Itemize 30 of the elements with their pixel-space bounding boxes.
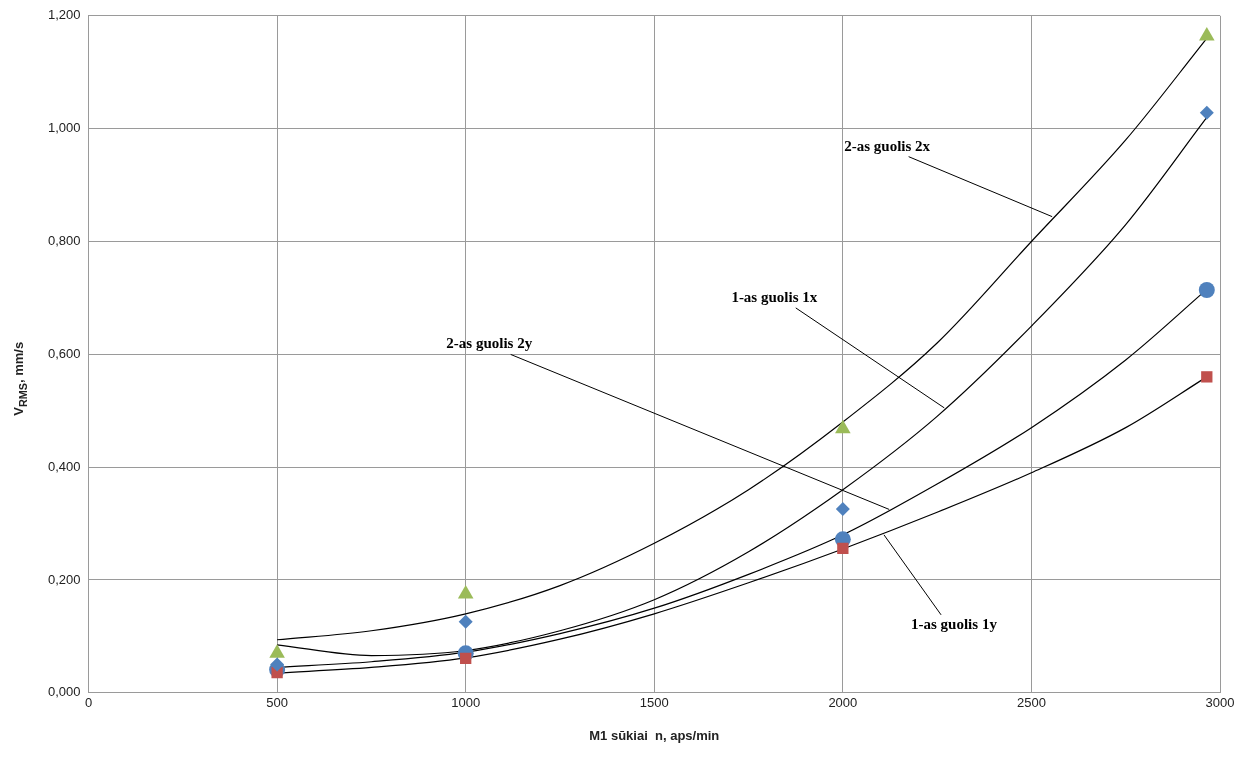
- y-tick-label: 0,800: [47, 233, 81, 249]
- y-tick-label: 0,200: [47, 571, 81, 587]
- x-axis-title: M1 sūkiai n, aps/min: [589, 727, 720, 743]
- annotation: 1-as guolis 1y: [911, 615, 998, 632]
- annotation: 2-as guolis 2y: [446, 335, 533, 352]
- point: [457, 585, 474, 599]
- point: [835, 501, 850, 516]
- annotation: 1-as guolis 1x: [731, 288, 818, 305]
- x-tick-label: 500: [266, 695, 288, 711]
- point: [1201, 371, 1213, 383]
- point: [1198, 281, 1215, 298]
- point: [270, 657, 285, 672]
- x-tick-label: 2000: [828, 695, 858, 711]
- point: [1199, 105, 1214, 120]
- y-tick-label: 0,400: [47, 458, 81, 474]
- y-tick-label: 1,000: [47, 120, 81, 136]
- y-tick-label: 0,000: [47, 684, 81, 700]
- annotation: 2-as guolis 2x: [844, 137, 931, 154]
- x-tick-label: 2500: [1016, 695, 1046, 711]
- point: [837, 542, 849, 555]
- point: [1199, 27, 1215, 41]
- y-tick-label: 0,600: [47, 345, 81, 361]
- point: [460, 652, 472, 665]
- x-tick-label: 0: [84, 695, 93, 711]
- point: [458, 614, 473, 629]
- x-tick-label: 1500: [639, 695, 669, 711]
- x-tick-label: 1000: [451, 695, 481, 711]
- point: [835, 419, 851, 434]
- y-tick-label: 1,200: [47, 7, 81, 23]
- x-tick-label: 3000: [1205, 695, 1235, 711]
